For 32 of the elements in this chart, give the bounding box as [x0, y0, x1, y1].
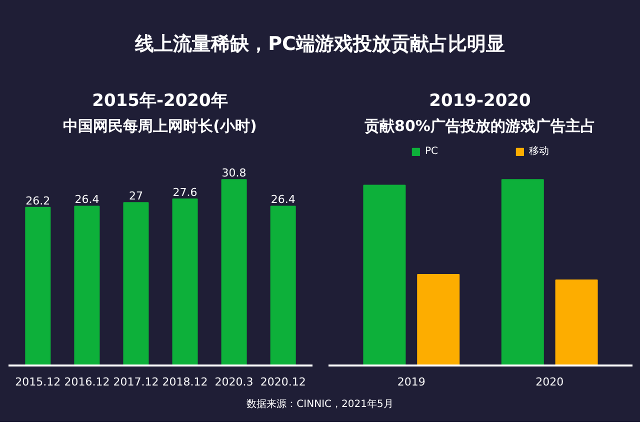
- x-tick-label: 2020.3: [214, 376, 254, 388]
- x-tick-label: 2015.12: [15, 376, 61, 388]
- bar: [172, 198, 198, 366]
- data-label: 27: [128, 190, 143, 203]
- x-tick-label: 2020.12: [260, 376, 306, 388]
- bar: [74, 206, 100, 366]
- x-tick-label: 2016.12: [64, 376, 110, 388]
- data-label: 27.6: [172, 186, 198, 199]
- bar: [221, 179, 247, 366]
- data-label: 30.8: [222, 166, 246, 180]
- bar: [501, 179, 544, 366]
- bar: [363, 184, 406, 366]
- chart-subtitle: 贡献80%广告投放的游戏广告主占: [320, 114, 640, 138]
- bar: [417, 274, 460, 366]
- chart-subtitle: 中国网民每周上网时长(小时): [0, 114, 320, 138]
- x-tick-label: 2020: [536, 376, 564, 388]
- chart-title: 2015年-2020年: [0, 88, 320, 114]
- legend-label: 移动: [529, 145, 549, 158]
- x-tick-label: 2018.12: [162, 376, 208, 388]
- x-tick-label: 2017.12: [113, 376, 159, 388]
- x-tick-label: 2019: [397, 376, 426, 388]
- data-label: 26.4: [270, 193, 296, 206]
- bar: [270, 206, 296, 366]
- data-label: 26.2: [26, 194, 50, 208]
- chart-title: 2019-2020: [320, 88, 640, 114]
- bar: [123, 202, 149, 366]
- bar: [25, 206, 51, 366]
- source-note: 数据来源：CINNIC，2021年5月: [0, 388, 640, 422]
- legend-label: PC: [425, 146, 440, 156]
- text: 线上流量稀缺，PC端游戏投放贡献占比明显: [0, 0, 640, 88]
- bar: [555, 280, 598, 366]
- data-label: 26.4: [74, 193, 100, 206]
